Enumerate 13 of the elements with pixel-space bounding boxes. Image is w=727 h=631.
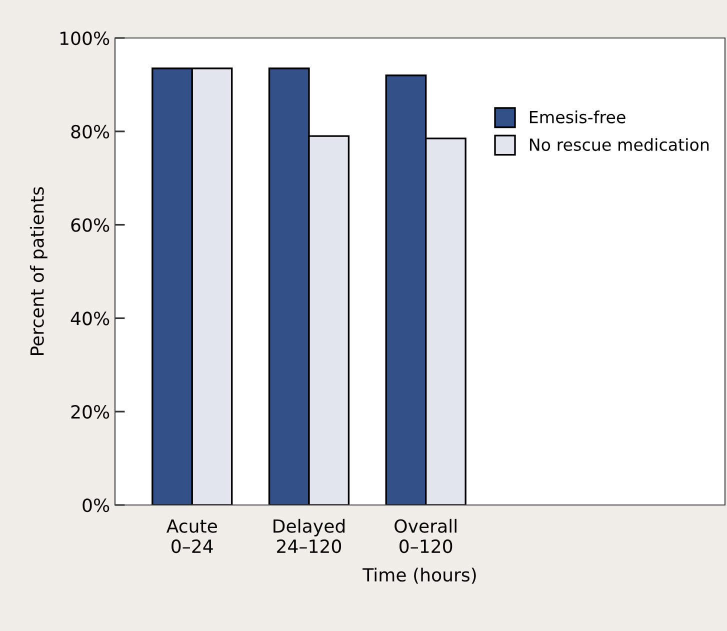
- x-axis-title: Time (hours): [362, 568, 476, 584]
- x-tick-label: Delayed 24–120: [274, 518, 345, 554]
- y-tick-label: 100%: [60, 31, 110, 46]
- y-tick-label: 80%: [71, 124, 110, 139]
- y-axis-title: Percent of patients: [30, 187, 48, 355]
- y-tick-label: 40%: [70, 312, 110, 326]
- y-tick-label: 20%: [71, 405, 110, 419]
- legend-label: No rescue medication: [530, 138, 709, 151]
- y-tick-label: 60%: [71, 218, 110, 232]
- legend-label: Emesis-free: [530, 110, 626, 124]
- y-tick-label: 0%: [82, 498, 110, 512]
- x-tick-label: Overall 0–120: [394, 518, 456, 554]
- x-tick-label: Acute 0–24: [166, 519, 217, 554]
